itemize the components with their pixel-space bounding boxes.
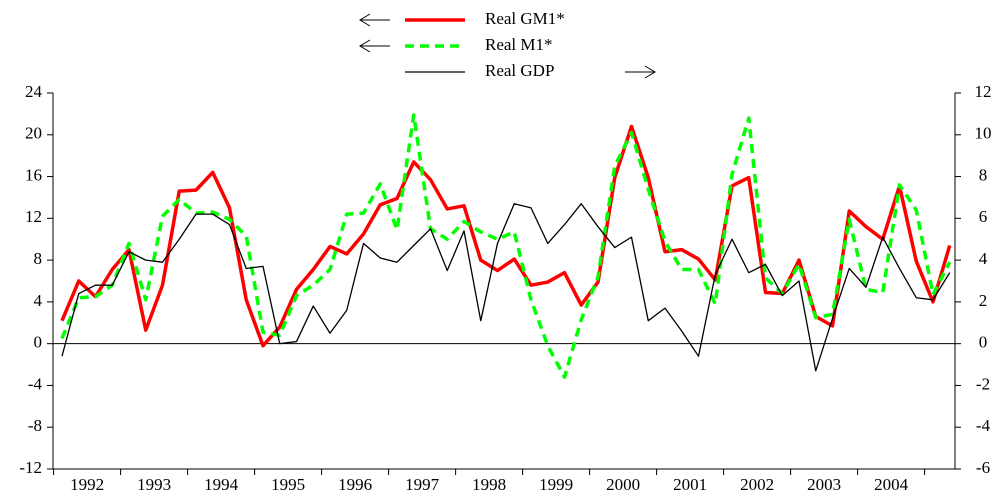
x-tick-label: 1998	[472, 475, 506, 494]
y2-tick-label: 0	[979, 333, 988, 352]
x-tick-label: 1996	[338, 475, 372, 494]
y-tick-label: 0	[34, 333, 43, 352]
y-tick-label: 24	[25, 82, 43, 101]
x-tick-label: 2002	[740, 475, 774, 494]
legend-axis-arrow	[625, 65, 656, 79]
legend-label: Real GM1*	[485, 9, 565, 28]
y-tick-label: 8	[34, 249, 43, 268]
y-tick-label: -8	[28, 416, 42, 435]
y2-tick-label: 12	[975, 82, 992, 101]
x-tick-label: 1995	[271, 475, 305, 494]
y2-tick-label: -6	[976, 458, 990, 477]
x-tick-label: 1993	[137, 475, 171, 494]
x-tick-label: 1999	[539, 475, 573, 494]
legend-label: Real M1*	[485, 35, 553, 54]
y-tick-label: 4	[34, 291, 43, 310]
x-tick-label: 2001	[673, 475, 707, 494]
series-line	[60, 113, 952, 379]
series-line	[61, 203, 951, 372]
y2-tick-label: 2	[979, 291, 988, 310]
legend-label: Real GDP	[485, 61, 554, 80]
y-tick-label: -12	[19, 458, 42, 477]
x-tick-label: 1997	[405, 475, 440, 494]
legend-axis-arrow	[359, 39, 390, 53]
y-tick-label: 20	[25, 124, 42, 143]
y-tick-label: 12	[25, 207, 42, 226]
y2-tick-label: 8	[979, 165, 988, 184]
y2-tick-label: 10	[975, 124, 992, 143]
legend-axis-arrow	[359, 13, 390, 27]
y2-tick-label: 6	[979, 207, 988, 226]
x-tick-label: 1992	[70, 475, 104, 494]
x-tick-label: 2004	[874, 475, 909, 494]
x-tick-label: 2003	[807, 475, 841, 494]
y2-tick-label: 4	[979, 249, 988, 268]
y2-tick-label: -4	[976, 416, 991, 435]
x-tick-label: 2000	[606, 475, 640, 494]
y-tick-label: -4	[28, 374, 43, 393]
y2-tick-label: -2	[976, 374, 990, 393]
y-tick-label: 16	[25, 165, 42, 184]
x-tick-label: 1994	[204, 475, 239, 494]
